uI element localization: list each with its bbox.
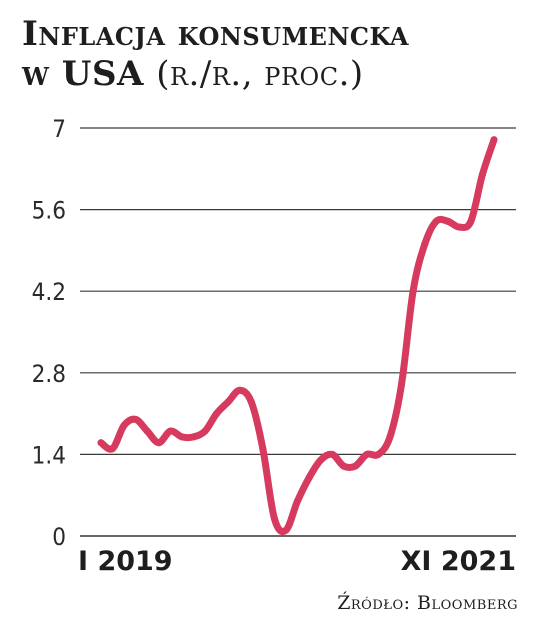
data-point-34 [490, 136, 498, 144]
data-point-2 [120, 421, 128, 429]
chart-title: Inflacja konsumencka w USA (r./r., proc.… [22, 14, 522, 94]
data-point-24 [374, 450, 382, 458]
data-point-21 [340, 462, 348, 470]
data-point-19 [317, 456, 325, 464]
data-point-32 [467, 217, 475, 225]
data-point-26 [398, 381, 405, 388]
data-point-0 [97, 439, 105, 447]
data-point-29 [432, 217, 440, 225]
x-axis: I 2019 XI 2021 [78, 546, 516, 577]
data-point-12 [236, 386, 244, 394]
data-point-6 [166, 427, 174, 435]
x-tick-label-start: I 2019 [78, 546, 173, 577]
data-point-14 [259, 445, 267, 453]
y-tick-label-4-2: 4.2 [32, 278, 66, 306]
source-note: Źródło: Bloomberg [337, 592, 518, 614]
x-tick-label-end: XI 2021 [401, 546, 516, 577]
data-point-25 [386, 433, 394, 441]
data-point-28 [421, 241, 429, 249]
data-point-3 [132, 415, 140, 423]
title-unit: (r./r., proc.) [156, 54, 364, 94]
series-group [97, 136, 498, 535]
data-point-18 [305, 474, 313, 482]
title-country: w USA [22, 54, 144, 94]
data-point-16 [282, 526, 290, 534]
data-point-8 [190, 433, 197, 441]
data-point-31 [455, 223, 463, 231]
y-tick-label-7: 7 [52, 115, 66, 143]
title-line-1: Inflacja konsumencka [22, 14, 410, 54]
data-point-11 [224, 398, 232, 406]
data-point-5 [155, 439, 163, 447]
y-tick-label-5-6: 5.6 [32, 197, 66, 225]
data-point-1 [109, 445, 117, 453]
data-point-9 [201, 427, 209, 435]
data-point-7 [178, 433, 186, 441]
data-point-30 [444, 217, 452, 225]
data-point-17 [294, 497, 301, 505]
data-point-20 [328, 450, 336, 458]
y-tick-label-1-4: 1.4 [32, 441, 66, 469]
data-point-27 [409, 287, 417, 295]
series-line-inflation [97, 136, 498, 535]
data-point-22 [351, 462, 359, 470]
data-point-23 [363, 450, 371, 458]
y-tick-label-2-8: 2.8 [32, 360, 66, 388]
data-point-4 [143, 427, 151, 435]
grid-lines [80, 127, 516, 537]
y-axis-ticks: 0 1.4 2.8 4.2 5.6 7 [32, 115, 66, 551]
data-point-10 [213, 410, 221, 418]
data-point-13 [247, 398, 255, 406]
data-point-33 [478, 171, 486, 179]
title-line-2: w USA (r./r., proc.) [22, 54, 522, 94]
y-tick-label-0: 0 [52, 523, 66, 551]
data-point-15 [270, 515, 278, 522]
